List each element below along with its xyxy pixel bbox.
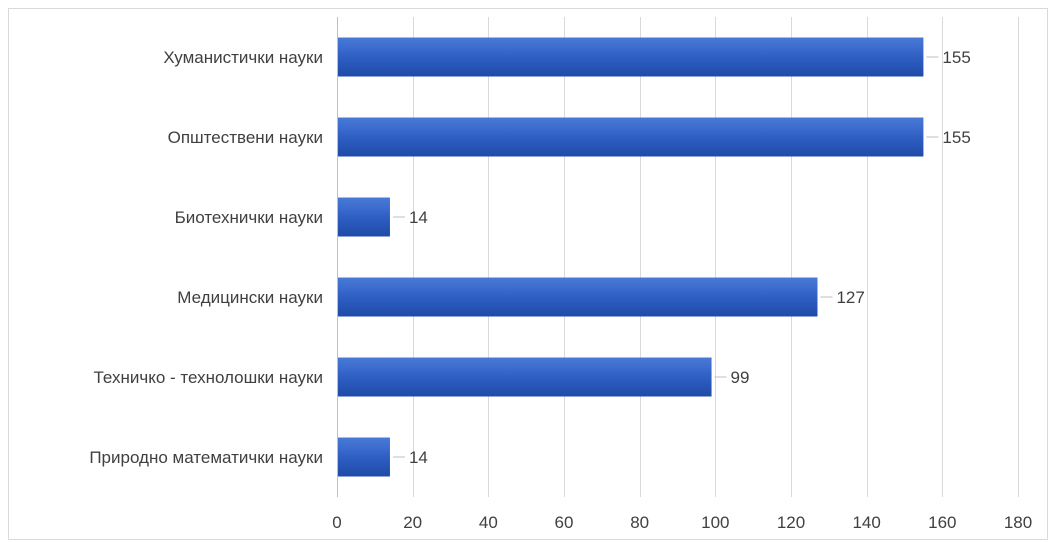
- category-label: Техничко - технолошки науки: [93, 368, 323, 387]
- category-label: Општествени науки: [168, 128, 323, 147]
- bar: [338, 37, 924, 77]
- x-tick-label: 40: [479, 513, 498, 532]
- bar: [338, 197, 390, 237]
- bars: [338, 37, 924, 477]
- category-labels: Хуманистички науки Општествени науки Биоте…: [89, 48, 323, 467]
- grid-lines: [337, 17, 1019, 497]
- bar: [338, 357, 712, 397]
- bar: [338, 277, 818, 317]
- data-label: 127: [836, 288, 864, 307]
- x-tick-label: 20: [403, 513, 422, 532]
- bar-chart: 155 155 14 127 99 14 Хуманистички науки Општес…: [89, 17, 1032, 532]
- data-labels: 155 155 14 127 99 14: [392, 48, 971, 467]
- data-label: 155: [942, 128, 970, 147]
- x-tick-label: 160: [928, 513, 956, 532]
- x-tick-label: 60: [555, 513, 574, 532]
- data-label: 99: [731, 368, 750, 387]
- x-tick-label: 140: [852, 513, 880, 532]
- x-axis-ticks: 0 20 40 60 80 100 120 140 160 180: [332, 513, 1032, 532]
- bar: [338, 117, 924, 157]
- category-label: Природно математички науки: [89, 448, 323, 467]
- data-label: 14: [409, 448, 428, 467]
- data-label: 155: [942, 48, 970, 67]
- chart-frame: 155 155 14 127 99 14 Хуманистички науки Општес…: [8, 8, 1048, 540]
- x-tick-label: 120: [777, 513, 805, 532]
- x-tick-label: 180: [1004, 513, 1032, 532]
- x-tick-label: 100: [701, 513, 729, 532]
- bar: [338, 437, 390, 477]
- category-label: Медицински науки: [177, 288, 323, 307]
- x-tick-label: 80: [630, 513, 649, 532]
- data-label: 14: [409, 208, 428, 227]
- x-tick-label: 0: [332, 513, 341, 532]
- category-label: Хуманистички науки: [163, 48, 323, 67]
- category-label: Биотехнички науки: [175, 208, 323, 227]
